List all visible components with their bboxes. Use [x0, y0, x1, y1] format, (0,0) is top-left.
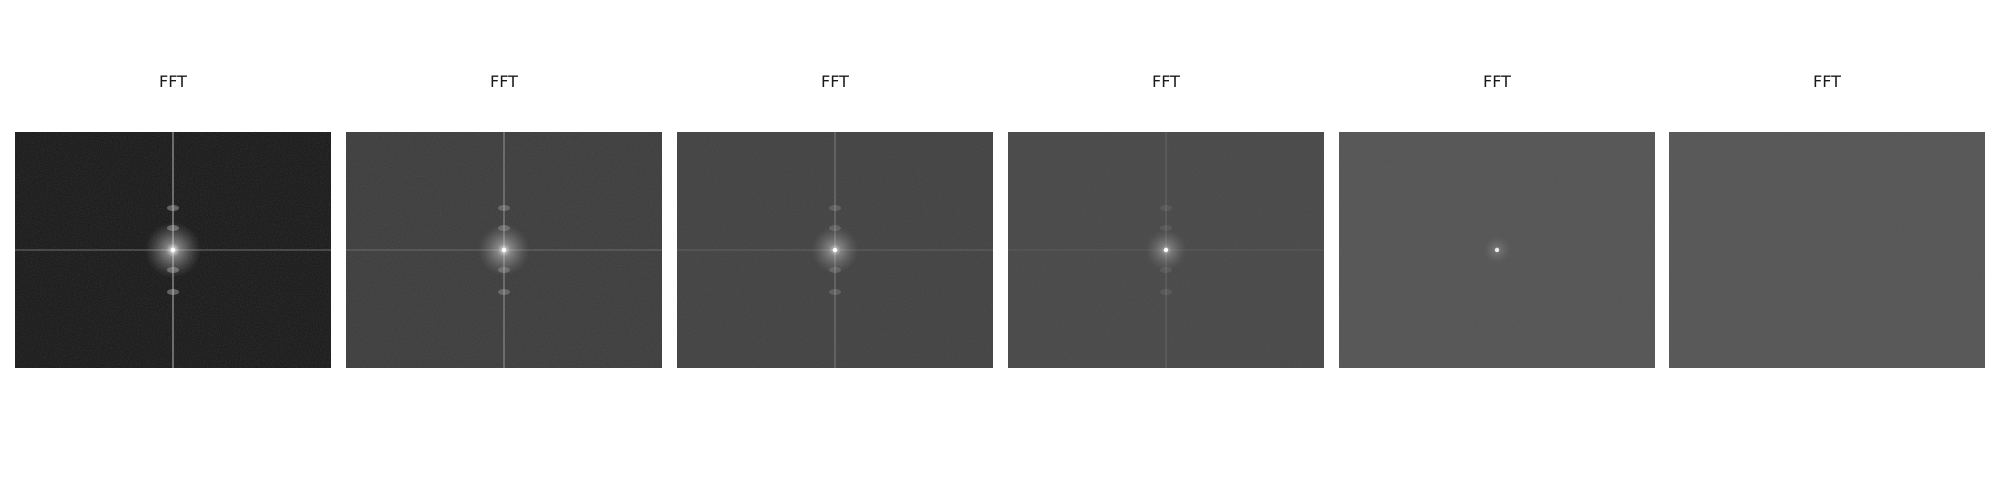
panel-title: FFT	[1483, 72, 1511, 91]
fft-spectrum-image	[677, 132, 993, 368]
fft-panel-5: FFT	[1339, 72, 1655, 368]
panel-title: FFT	[821, 72, 849, 91]
fft-panel-1: FFT	[15, 72, 331, 368]
panel-title: FFT	[1152, 72, 1180, 91]
fft-spectrum-image	[1669, 132, 1985, 368]
fft-panel-4: FFT	[1008, 72, 1324, 368]
fft-spectrum-image	[1339, 132, 1655, 368]
fft-spectrum-image	[1008, 132, 1324, 368]
panel-title: FFT	[159, 72, 187, 91]
panel-title: FFT	[490, 72, 518, 91]
fft-spectrum-image	[15, 132, 331, 368]
panel-title: FFT	[1813, 72, 1841, 91]
fft-panel-3: FFT	[677, 72, 993, 368]
fft-panel-6: FFT	[1669, 72, 1985, 368]
fft-spectrum-image	[346, 132, 662, 368]
fft-panel-2: FFT	[346, 72, 662, 368]
